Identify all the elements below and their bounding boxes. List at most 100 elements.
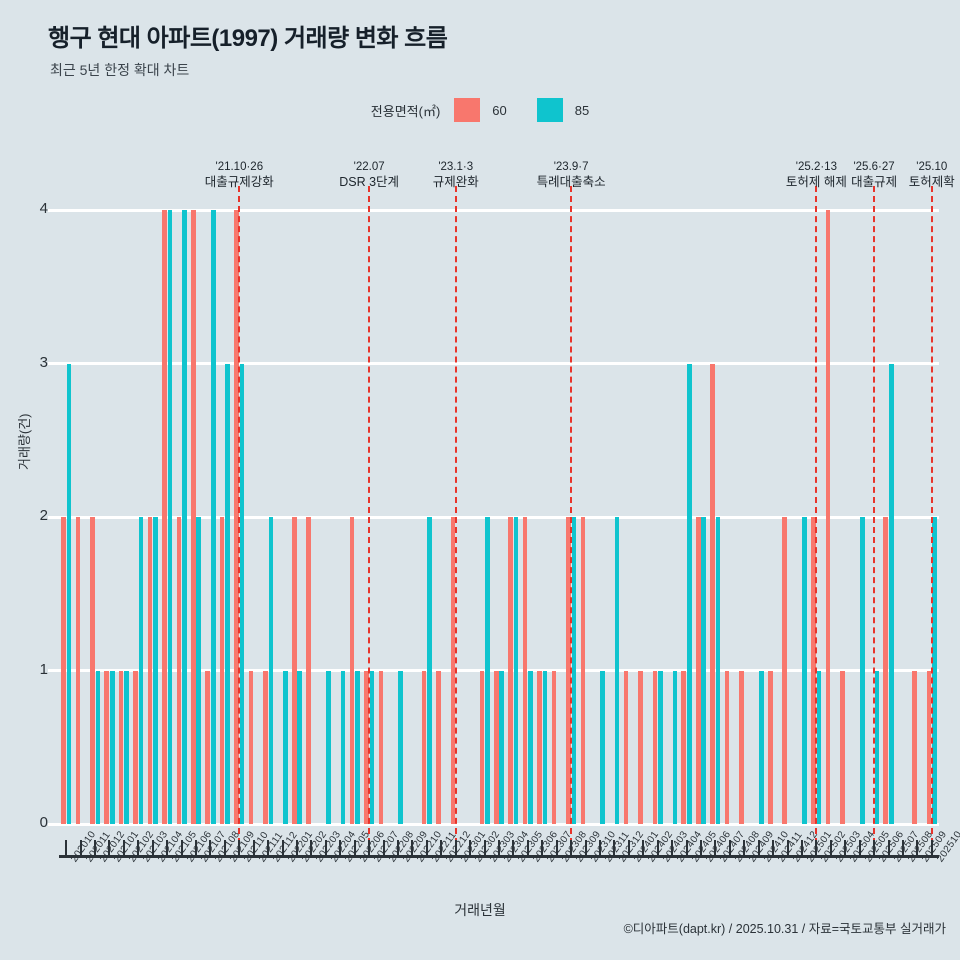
bar-202102-85[interactable] — [124, 670, 129, 824]
event-text-202506: 대출규제 — [851, 175, 898, 189]
bar-202307-85[interactable] — [542, 670, 548, 824]
bar-202503-60[interactable] — [825, 210, 831, 824]
bar-202402-60[interactable] — [638, 670, 643, 824]
y-tick-label-3: 3 — [39, 353, 48, 371]
bar-202507-85[interactable] — [888, 363, 894, 824]
bar-202304-85[interactable] — [499, 670, 505, 824]
bar-202409-60[interactable] — [739, 670, 744, 824]
bar-202204-85[interactable] — [326, 670, 331, 824]
bar-202103-60[interactable] — [133, 670, 138, 824]
bar-202107-85[interactable] — [196, 517, 202, 824]
bar-202406-60[interactable] — [695, 517, 701, 824]
bar-202202-85[interactable] — [297, 670, 303, 824]
bar-202208-60[interactable] — [378, 670, 384, 824]
bar-202106-85[interactable] — [182, 210, 187, 824]
bar-202104-60[interactable] — [147, 517, 153, 824]
bar-202206-60[interactable] — [349, 517, 355, 824]
bar-202308-60[interactable] — [551, 670, 557, 824]
event-line-202502 — [815, 186, 818, 854]
bar-202209-85[interactable] — [398, 670, 404, 824]
bar-202012-60[interactable] — [90, 517, 95, 824]
bar-202105-60[interactable] — [162, 210, 167, 824]
gridline-1 — [59, 669, 939, 672]
bar-202205-85[interactable] — [340, 670, 346, 824]
x-tick-202505 — [858, 840, 861, 855]
bar-202104-85[interactable] — [153, 517, 158, 824]
bar-202010-85[interactable] — [66, 363, 72, 824]
bar-202405-85[interactable] — [686, 363, 692, 824]
bar-202110-60[interactable] — [234, 210, 239, 824]
bar-202109-60[interactable] — [219, 517, 225, 824]
bar-202207-60[interactable] — [364, 670, 369, 824]
bar-202303-60[interactable] — [479, 670, 485, 824]
bar-202108-85[interactable] — [210, 210, 216, 824]
y-tick-label-4: 4 — [39, 200, 48, 217]
bar-202309-60[interactable] — [566, 517, 571, 824]
bar-202303-85[interactable] — [485, 517, 490, 824]
bar-202312-85[interactable] — [614, 517, 620, 824]
legend-swatch-85[interactable] — [536, 98, 563, 122]
bar-202410-85[interactable] — [759, 670, 764, 824]
bar-202206-85[interactable] — [355, 670, 360, 824]
bar-202101-85[interactable] — [109, 670, 115, 824]
bar-202112-60[interactable] — [263, 670, 268, 824]
bar-202307-60[interactable] — [537, 670, 542, 824]
bar-202207-85[interactable] — [369, 670, 375, 824]
bar-202411-60[interactable] — [768, 670, 773, 824]
bar-202501-85[interactable] — [802, 517, 807, 824]
bar-202310-60[interactable] — [580, 517, 586, 824]
bar-202010-60[interactable] — [61, 517, 66, 824]
bar-202406-85[interactable] — [701, 517, 706, 824]
bar-202107-60[interactable] — [190, 210, 196, 824]
bar-202403-85[interactable] — [658, 670, 663, 824]
x-tick-202504 — [844, 840, 847, 855]
bar-202105-85[interactable] — [167, 210, 173, 824]
bar-202509-60[interactable] — [912, 670, 917, 824]
bar-202408-60[interactable] — [724, 670, 730, 824]
x-tick-202111 — [252, 840, 255, 855]
bar-202502-60[interactable] — [811, 517, 816, 824]
bar-202212-60[interactable] — [436, 670, 441, 824]
bar-202507-60[interactable] — [883, 517, 889, 824]
bar-202103-85[interactable] — [138, 517, 144, 824]
bar-202108-60[interactable] — [205, 670, 211, 824]
bar-202506-85[interactable] — [874, 670, 880, 824]
bar-202305-60[interactable] — [508, 517, 513, 824]
bar-202112-85[interactable] — [268, 517, 274, 824]
bar-202502-85[interactable] — [816, 670, 822, 824]
bar-202110-85[interactable] — [239, 363, 245, 824]
bar-202211-60[interactable] — [421, 670, 427, 824]
bar-202301-60[interactable] — [450, 517, 456, 824]
bar-202109-85[interactable] — [225, 363, 230, 824]
y-tick-mark-4 — [48, 208, 59, 212]
bar-202309-85[interactable] — [571, 517, 577, 824]
bar-202111-60[interactable] — [248, 670, 254, 824]
bar-202102-60[interactable] — [118, 670, 124, 824]
bar-202504-60[interactable] — [840, 670, 845, 824]
x-tick-202307 — [541, 840, 544, 855]
bar-202510-60[interactable] — [926, 670, 932, 824]
bar-202407-85[interactable] — [715, 517, 721, 824]
bar-202201-85[interactable] — [283, 670, 288, 824]
bar-202106-60[interactable] — [176, 517, 182, 824]
bar-202306-85[interactable] — [528, 670, 533, 824]
bar-202202-60[interactable] — [291, 517, 297, 824]
bar-202101-60[interactable] — [104, 670, 110, 824]
bar-202311-85[interactable] — [600, 670, 606, 824]
bar-202505-85[interactable] — [860, 517, 865, 824]
bar-202412-60[interactable] — [782, 517, 788, 824]
bar-202407-60[interactable] — [710, 363, 715, 824]
bar-202011-60[interactable] — [75, 517, 81, 824]
bar-202211-85[interactable] — [427, 517, 432, 824]
bar-202305-85[interactable] — [513, 517, 519, 824]
legend-swatch-60[interactable] — [454, 98, 481, 122]
bar-202404-85[interactable] — [672, 670, 678, 824]
bar-202012-85[interactable] — [95, 670, 101, 824]
bar-202306-60[interactable] — [522, 517, 528, 824]
bar-202203-60[interactable] — [306, 517, 311, 824]
bar-202403-60[interactable] — [652, 670, 658, 824]
bar-202304-60[interactable] — [493, 670, 499, 824]
bar-202401-60[interactable] — [623, 670, 629, 824]
bar-202405-60[interactable] — [681, 670, 687, 824]
bar-202510-85[interactable] — [932, 517, 937, 824]
